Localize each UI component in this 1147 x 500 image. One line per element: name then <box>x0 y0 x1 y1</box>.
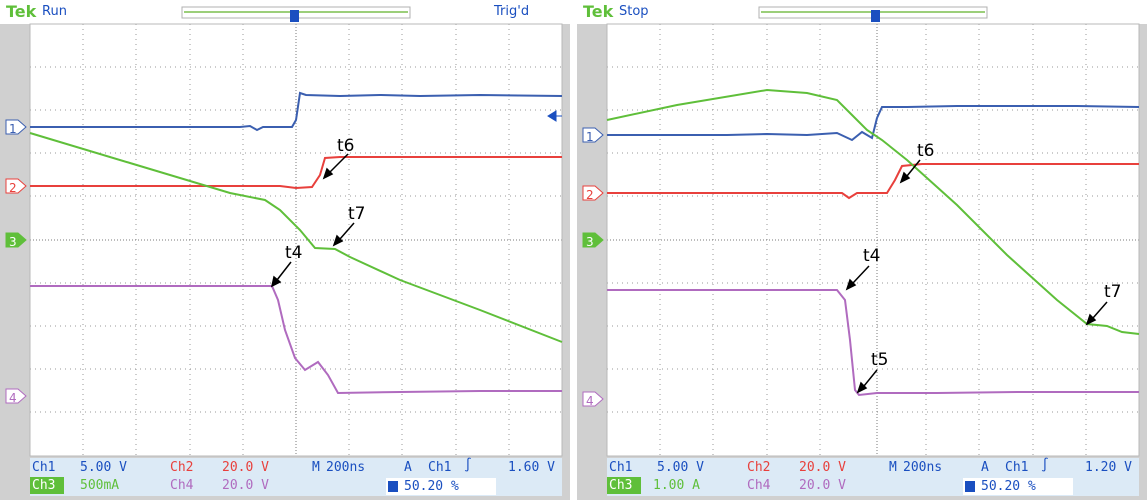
position-t-icon <box>388 481 398 492</box>
scope-right-canvas: T <box>577 0 1147 500</box>
acquisition-state: Run <box>42 4 67 19</box>
marker-ch1-label: 1 <box>586 130 594 144</box>
trigger-mode: A <box>981 460 989 475</box>
ch3-label: Ch3 <box>609 478 633 493</box>
ch2-label: Ch2 <box>170 460 194 475</box>
ch4-scale: 20.0 V <box>222 478 269 493</box>
graticule-axes <box>30 24 562 456</box>
ch4-label: Ch4 <box>170 478 194 493</box>
timebase: 200ns <box>903 460 943 475</box>
graticule-border <box>606 23 1140 457</box>
ch4-label: Ch4 <box>747 478 771 493</box>
trigger-level: 1.20 V <box>1085 460 1132 475</box>
ch1-label: Ch1 <box>609 460 633 475</box>
trigger-edge-icon: ∫ <box>1041 458 1049 473</box>
brand-logo: Tek <box>583 2 614 21</box>
trigger-source: Ch1 <box>428 460 452 475</box>
ch1-label: Ch1 <box>32 460 56 475</box>
waveform-ch1 <box>607 105 1140 142</box>
marker-ch2-label: 2 <box>586 188 594 202</box>
scope-right: T <box>577 0 1147 500</box>
marker-ch2 <box>5 178 27 194</box>
trigger-source: Ch1 <box>1005 460 1029 475</box>
trigger-edge-icon: ∫ <box>464 458 472 473</box>
brand-logo: Tek <box>6 2 37 21</box>
position-value: 50.20 % <box>981 479 1036 494</box>
trigger-position-icon <box>871 10 880 22</box>
annotation-t7: t7 <box>348 204 366 224</box>
waveform-ch1 <box>30 91 563 132</box>
position-bg <box>386 478 496 495</box>
annotation-t4: t4 <box>863 246 881 266</box>
ch4-scale: 20.0 V <box>799 478 846 493</box>
trigger-level: 1.60 V <box>508 460 555 475</box>
timebase: 200ns <box>326 460 366 475</box>
annotation-arrows <box>845 159 1108 394</box>
scope-left: T <box>0 0 570 500</box>
marker-ch3 <box>582 232 604 248</box>
marker-ch3 <box>5 232 27 248</box>
marker-ch4-label: 4 <box>586 394 594 408</box>
waveform-ch4 <box>30 285 562 395</box>
ch1-scale: 5.00 V <box>657 460 704 475</box>
trigger-status: Trig'd <box>494 4 530 19</box>
waveform-ch3 <box>29 132 563 343</box>
marker-ch2 <box>582 185 604 201</box>
trigger-position-icon <box>290 10 299 22</box>
position-bg <box>963 478 1073 495</box>
annotation-t7: t7 <box>1104 282 1122 302</box>
waveform-ch2 <box>607 163 1139 200</box>
marker-ch1 <box>582 127 604 143</box>
ch2-scale: 20.0 V <box>799 460 846 475</box>
marker-ch4 <box>582 391 604 407</box>
ch3-label-bg <box>30 477 64 494</box>
marker-ch4-label: 4 <box>9 391 17 405</box>
ch3-scale: 500mA <box>80 478 120 493</box>
marker-ch2-label: 2 <box>9 181 17 195</box>
acquisition-state: Stop <box>619 4 649 19</box>
waveform-ch3 <box>606 88 1140 335</box>
timebase-label: M <box>889 460 897 475</box>
marker-ch1-label: 1 <box>9 122 17 136</box>
marker-ch3-label: 3 <box>9 235 17 249</box>
annotation-arrows <box>270 153 355 288</box>
scope-left-canvas: T <box>0 0 570 500</box>
annotation-t6: t6 <box>917 141 935 161</box>
marker-ch4 <box>5 388 27 404</box>
position-value: 50.20 % <box>404 479 459 494</box>
waveform-ch4 <box>607 289 1139 397</box>
annotation-t4: t4 <box>285 243 303 263</box>
ch2-label: Ch2 <box>747 460 771 475</box>
graticule-axes <box>607 24 1139 456</box>
waveform-ch2 <box>30 156 562 190</box>
ch3-scale: 1.00 A <box>653 478 700 493</box>
graticule <box>607 24 1139 456</box>
marker-ch1 <box>5 119 27 135</box>
graticule-border <box>29 23 563 457</box>
ch2-scale: 20.0 V <box>222 460 269 475</box>
timebase-label: M <box>312 460 320 475</box>
trigger-level-arrow-icon <box>547 110 562 122</box>
position-t-icon <box>965 481 975 492</box>
annotation-t5: t5 <box>871 350 889 370</box>
marker-ch3-label: 3 <box>586 235 594 249</box>
ch3-label-bg <box>607 477 641 494</box>
ch3-label: Ch3 <box>32 478 56 493</box>
annotation-t6: t6 <box>337 136 355 156</box>
ch1-scale: 5.00 V <box>80 460 127 475</box>
trigger-mode: A <box>404 460 412 475</box>
